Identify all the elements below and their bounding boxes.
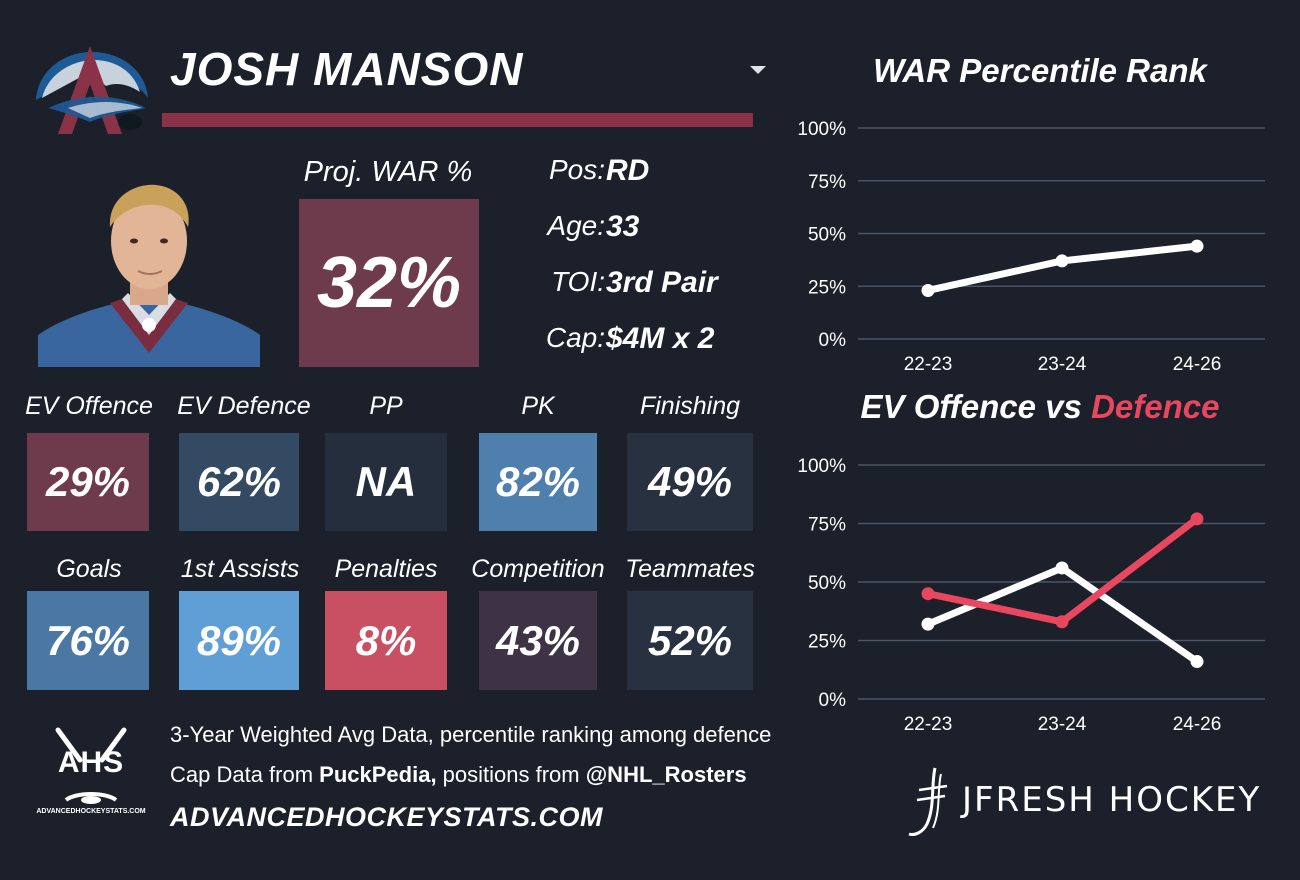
stat-label-pp: PP — [369, 392, 403, 420]
chart1-y-tick-label: 25% — [808, 277, 846, 298]
info-row-pos: Pos: RD — [520, 154, 780, 194]
puckpedia-link[interactable]: PuckPedia, — [319, 762, 437, 787]
colorado-avalanche-logo-icon — [36, 46, 148, 134]
chart1-x-tick-label: 24-26 — [1173, 354, 1222, 375]
stat-label-penalties: Penalties — [334, 555, 438, 583]
chart2-title-offence: EV Offence vs — [860, 388, 1092, 425]
stat-label-first-assists: 1st Assists — [180, 555, 300, 583]
chart2-x-tick-label: 22-23 — [904, 714, 953, 735]
stat-label-teammates: Teammates — [625, 555, 755, 583]
footer-line2-a: Cap Data from — [170, 762, 320, 787]
stat-label-goals: Goals — [56, 555, 122, 583]
jfresh-brand-text: JFRESH HOCKEY — [962, 780, 1262, 820]
stat-label-ev-defence: EV Defence — [177, 392, 311, 420]
stat-box-ev-defence: 62% — [179, 433, 299, 531]
info-label: TOI: — [551, 266, 605, 297]
player-name: JOSH MANSON — [170, 43, 524, 95]
ev-offence-defence-chart: 100% 75% 50% 25% 0% 22-23 23-24 24-26 — [797, 456, 1265, 735]
chart2-series-1-point — [1055, 615, 1069, 629]
nhl-rosters-link[interactable]: @NHL_Rosters — [585, 762, 747, 787]
chart2-series-0-point — [1190, 655, 1204, 669]
chart2-title-defence: Defence — [1091, 388, 1220, 425]
info-value: $4M x 2 — [606, 322, 715, 355]
proj-war-value: 32% — [316, 243, 462, 323]
footer-note-line1: 3-Year Weighted Avg Data, percentile ran… — [170, 722, 772, 747]
chart2-series-1-point — [1190, 512, 1204, 526]
stat-box-penalties: 8% — [325, 591, 447, 690]
info-row-cap: Cap: $4M x 2 — [520, 322, 780, 362]
info-row-age: Age: 33 — [520, 210, 780, 250]
chart1-title: WAR Percentile Rank — [873, 52, 1207, 89]
stat-box-finishing: 49% — [627, 433, 753, 531]
chart1-series-0-point — [1055, 254, 1069, 268]
info-value: 33 — [606, 210, 640, 243]
chart1-x-tick-label: 23-24 — [1038, 354, 1087, 375]
info-row-toi: TOI: 3rd Pair — [520, 266, 780, 306]
chart2-y-tick-label: 0% — [819, 690, 847, 711]
proj-war-box: 32% — [299, 199, 479, 367]
info-value: RD — [606, 154, 650, 187]
footer-note-line2: Cap Data from PuckPedia, positions from … — [170, 762, 747, 788]
stat-box-teammates: 52% — [627, 591, 753, 690]
chart1-y-tick-label: 75% — [808, 172, 846, 193]
ahs-logo-icon: AHS ADVANCEDHOCKEYSTATS.COM — [36, 726, 146, 822]
chart2-x-tick-label: 23-24 — [1038, 714, 1087, 735]
info-label: Pos: — [548, 154, 605, 185]
chart2-title: EV Offence vs Defence — [820, 388, 1260, 426]
ahs-logo-text: AHS — [57, 746, 125, 779]
ahs-logo-small-text: ADVANCEDHOCKEYSTATS.COM — [36, 808, 146, 815]
chart2-series-0-point — [921, 617, 935, 631]
war-percentile-chart: 100% 75% 50% 25% 0% 22-23 23-24 24-26 — [797, 119, 1265, 375]
footer-line2-c: positions from — [436, 762, 586, 787]
chart2-y-tick-label: 100% — [797, 456, 846, 477]
name-underline — [162, 113, 753, 127]
chart1-series-0-point — [1190, 239, 1204, 253]
stat-box-first-assists: 89% — [179, 591, 299, 690]
stat-label-competition: Competition — [471, 555, 605, 583]
chart2-y-tick-label: 75% — [808, 515, 846, 536]
chart1-y-tick-label: 50% — [808, 225, 846, 246]
chart2-series-1-point — [921, 587, 935, 601]
proj-war-label: Proj. WAR % — [303, 156, 473, 188]
stat-box-goals: 76% — [27, 591, 149, 690]
chevron-down-icon[interactable] — [750, 66, 766, 74]
chart1-y-tick-label: 100% — [797, 119, 846, 140]
stat-box-ev-offence: 29% — [27, 433, 149, 531]
site-link[interactable]: ADVANCEDHOCKEYSTATS.COM — [170, 802, 604, 832]
stat-label-ev-offence: EV Offence — [25, 392, 153, 420]
chart2-y-tick-label: 25% — [808, 632, 846, 653]
info-label: Age: — [547, 210, 605, 241]
info-label: Cap: — [545, 322, 605, 353]
stat-box-competition: 43% — [479, 591, 597, 690]
stat-box-pk: 82% — [479, 433, 597, 531]
chart1-series-0-point — [921, 283, 935, 297]
chart1-x-tick-label: 22-23 — [904, 354, 953, 375]
stat-box-pp: NA — [325, 433, 447, 531]
chart2-x-tick-label: 24-26 — [1173, 714, 1222, 735]
player-headshot-icon — [38, 175, 260, 367]
chart1-series-0-line — [924, 242, 1201, 294]
info-value: 3rd Pair — [606, 266, 718, 299]
jfresh-logo-icon — [908, 767, 948, 836]
chart2-series-0-point — [1055, 561, 1069, 575]
chart1-y-tick-label: 0% — [819, 330, 847, 351]
stat-label-finishing: Finishing — [639, 392, 741, 420]
chart2-y-tick-label: 50% — [808, 573, 846, 594]
stat-label-pk: PK — [521, 392, 555, 420]
